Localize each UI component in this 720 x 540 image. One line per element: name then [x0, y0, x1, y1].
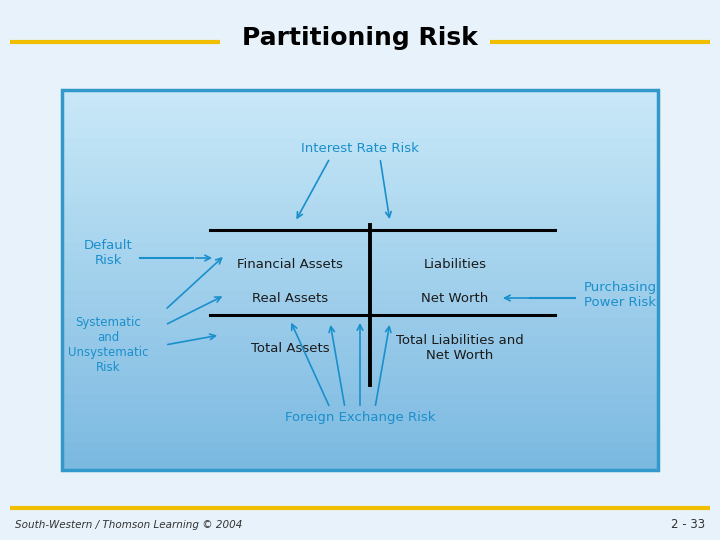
- Bar: [62, 118, 658, 128]
- Text: Systematic
and
Unsystematic
Risk: Systematic and Unsystematic Risk: [68, 316, 148, 374]
- Bar: [62, 90, 658, 470]
- Bar: [62, 223, 658, 233]
- Bar: [62, 308, 658, 318]
- Bar: [62, 261, 658, 271]
- Bar: [62, 375, 658, 384]
- Bar: [62, 166, 658, 176]
- Bar: [62, 432, 658, 442]
- Bar: [62, 442, 658, 451]
- Text: Interest Rate Risk: Interest Rate Risk: [301, 141, 419, 154]
- Bar: [62, 280, 658, 289]
- Bar: [62, 99, 658, 109]
- Bar: [62, 138, 658, 147]
- Bar: [62, 109, 658, 118]
- Bar: [62, 413, 658, 422]
- Bar: [62, 366, 658, 375]
- Bar: [62, 157, 658, 166]
- Bar: [62, 451, 658, 461]
- Bar: [62, 213, 658, 223]
- Text: Default
Risk: Default Risk: [84, 239, 132, 267]
- Bar: [62, 242, 658, 252]
- Text: Net Worth: Net Worth: [421, 292, 489, 305]
- Bar: [62, 318, 658, 327]
- Bar: [62, 422, 658, 432]
- Bar: [62, 394, 658, 403]
- Bar: [62, 289, 658, 299]
- Bar: [62, 347, 658, 356]
- Bar: [62, 337, 658, 347]
- Bar: [62, 271, 658, 280]
- Text: Real Assets: Real Assets: [252, 292, 328, 305]
- Bar: [62, 147, 658, 157]
- Bar: [62, 327, 658, 337]
- Bar: [62, 204, 658, 213]
- Bar: [62, 233, 658, 242]
- Bar: [62, 176, 658, 185]
- Bar: [62, 128, 658, 138]
- Bar: [62, 461, 658, 470]
- Bar: [62, 185, 658, 194]
- Bar: [62, 299, 658, 308]
- Bar: [62, 252, 658, 261]
- Text: Financial Assets: Financial Assets: [237, 259, 343, 272]
- Bar: [62, 90, 658, 99]
- Bar: [62, 384, 658, 394]
- Bar: [62, 194, 658, 204]
- Text: Partitioning Risk: Partitioning Risk: [242, 26, 478, 50]
- Text: 2 - 33: 2 - 33: [671, 518, 705, 531]
- Text: Total Assets: Total Assets: [251, 341, 329, 354]
- Bar: [62, 356, 658, 366]
- Bar: [62, 403, 658, 413]
- Text: South-Western / Thomson Learning © 2004: South-Western / Thomson Learning © 2004: [15, 520, 243, 530]
- Text: Total Liabilities and
Net Worth: Total Liabilities and Net Worth: [396, 334, 524, 362]
- Text: Foreign Exchange Risk: Foreign Exchange Risk: [284, 411, 436, 424]
- Text: Purchasing
Power Risk: Purchasing Power Risk: [583, 281, 657, 309]
- Text: Liabilities: Liabilities: [423, 259, 487, 272]
